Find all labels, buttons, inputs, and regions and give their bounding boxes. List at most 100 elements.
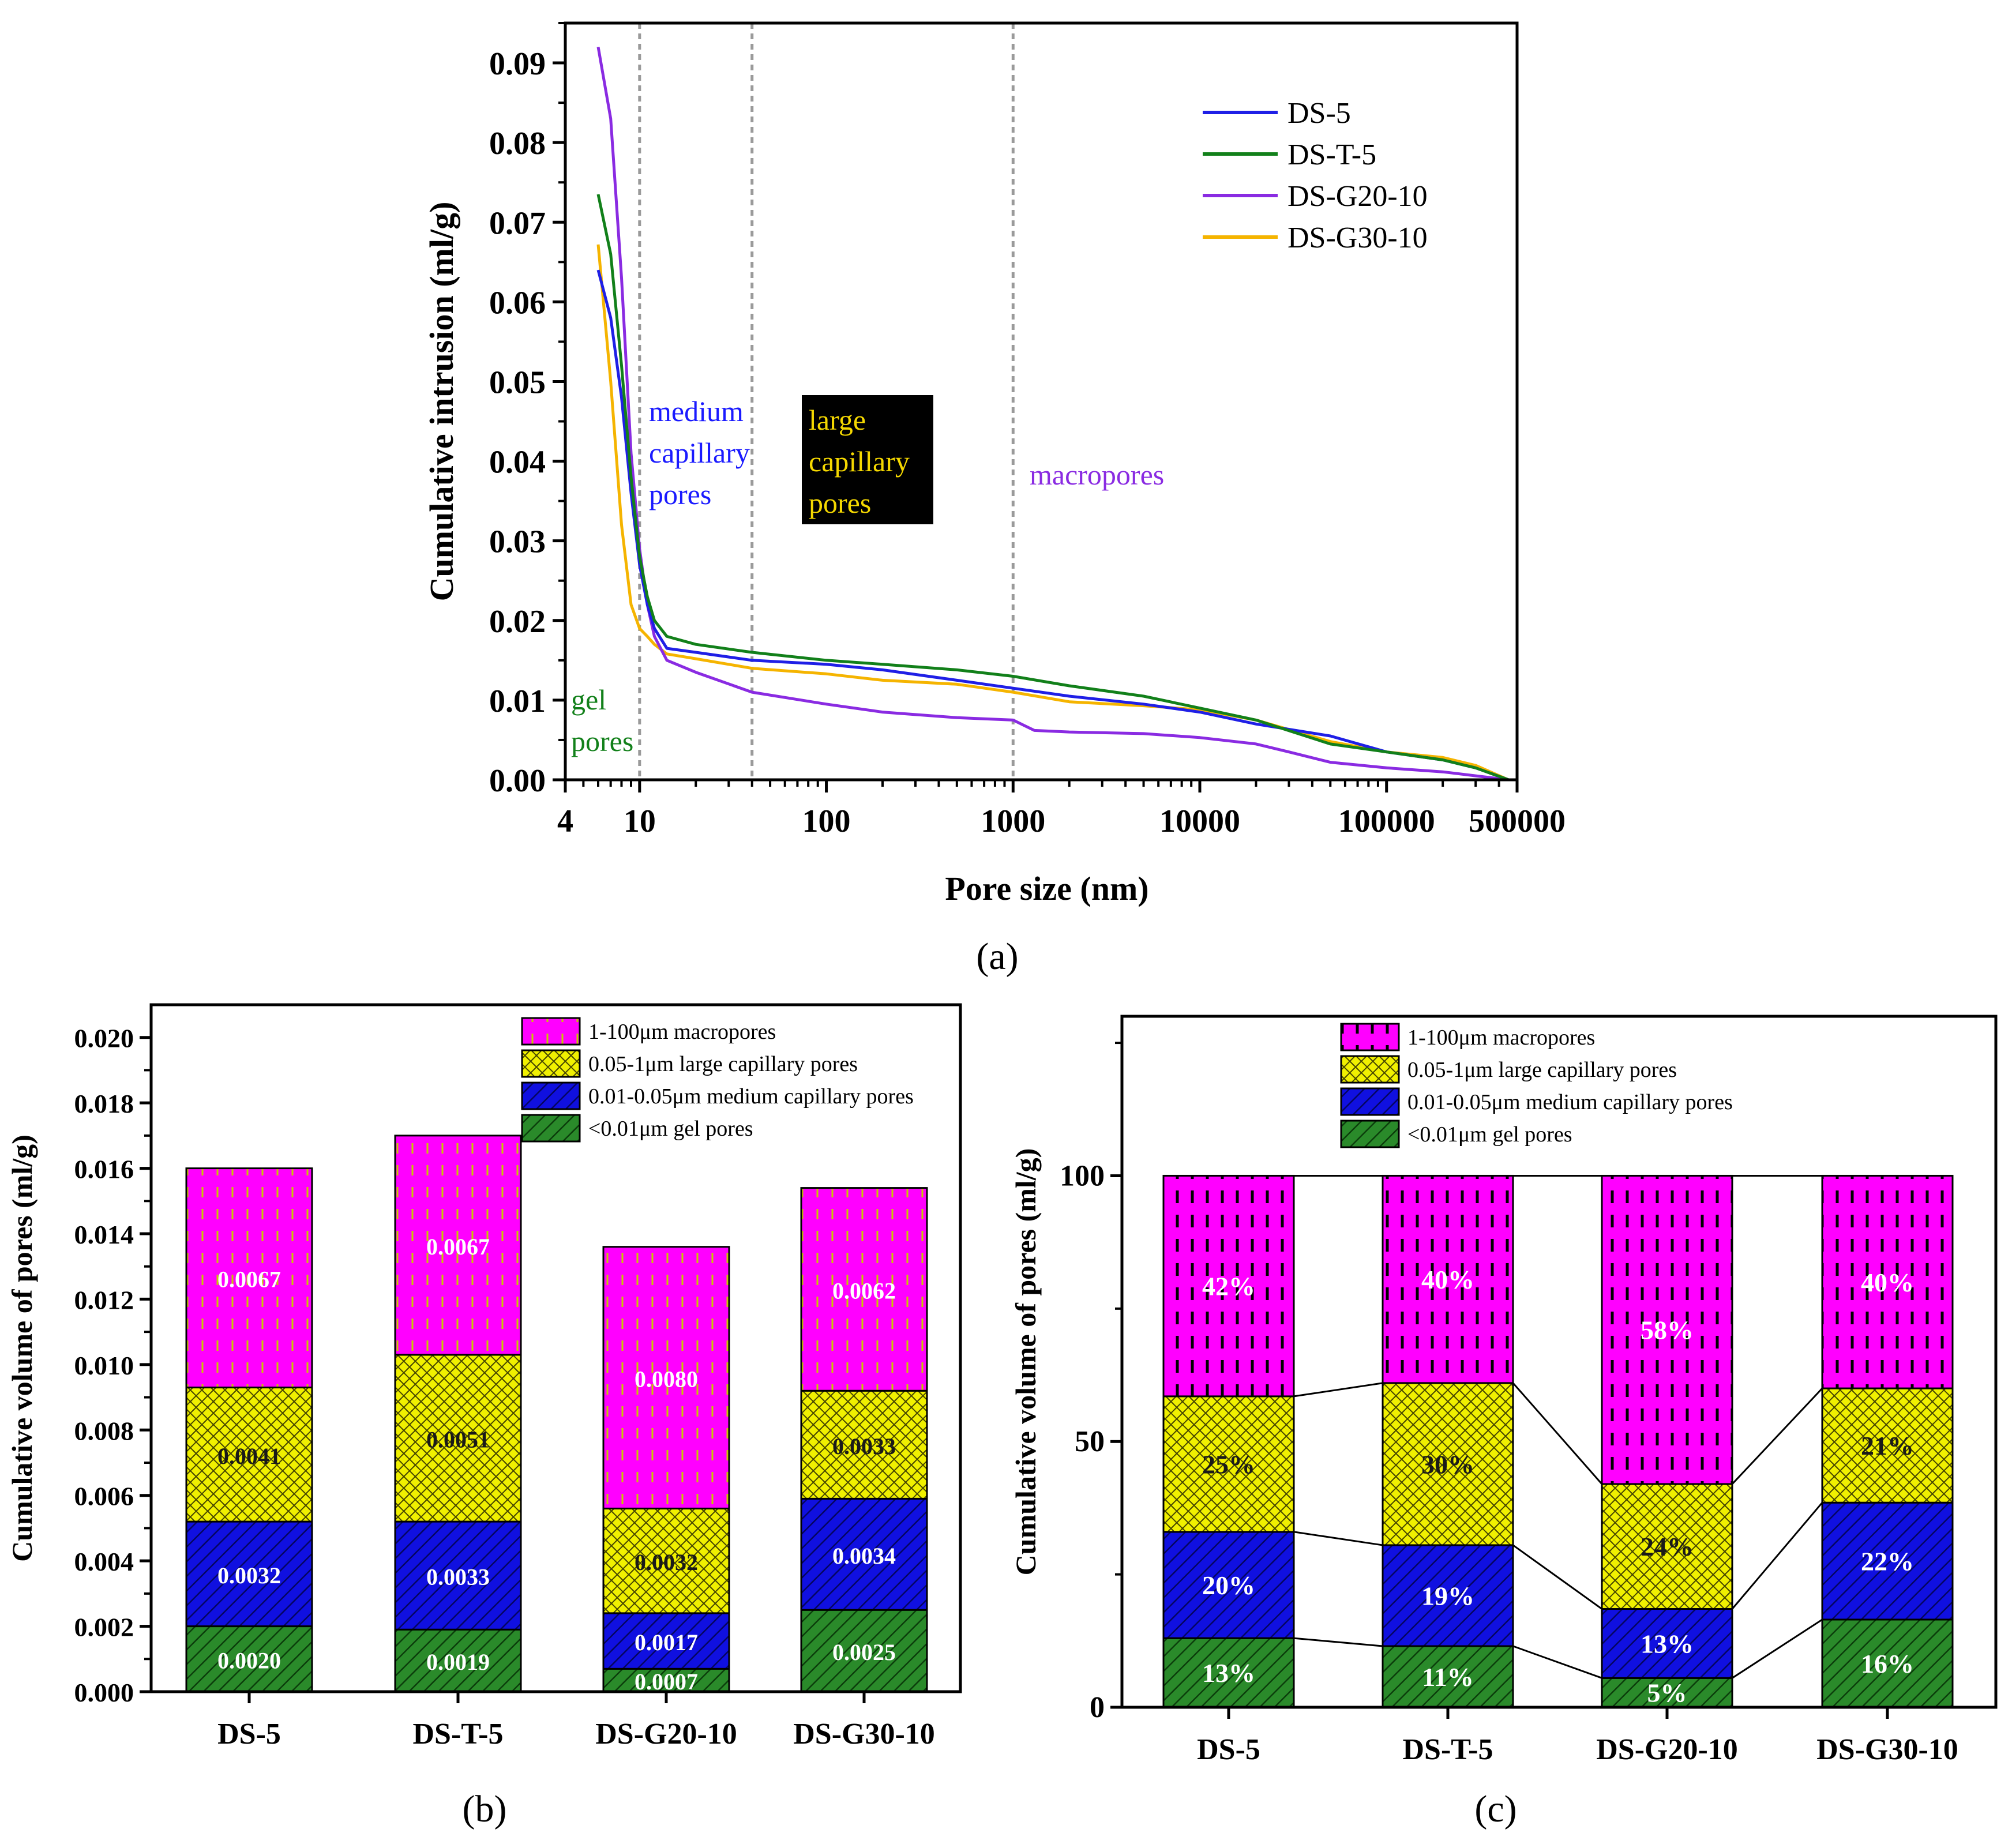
bar-segment-medium	[800, 1497, 928, 1611]
y-tick-label: 0.010	[74, 1351, 134, 1380]
intrusion-curves	[596, 46, 1510, 780]
connector-line	[1731, 1502, 1823, 1610]
bar-segment-gel	[1821, 1618, 1954, 1708]
bar-segment-medium	[394, 1520, 522, 1631]
legend-swatch-large	[521, 1049, 581, 1078]
y-tick-label: 0	[1090, 1691, 1105, 1724]
data-label-gel: 13%	[1202, 1658, 1255, 1688]
y-tick-label: 0.02	[489, 604, 546, 640]
legend-label: <0.01μm gel pores	[588, 1117, 753, 1141]
data-label-macro: 0.0080	[635, 1366, 698, 1392]
legend-label: 0.01-0.05μm medium capillary pores	[588, 1084, 914, 1109]
legend-swatch-medium	[521, 1081, 581, 1110]
y-tick-label: 0.04	[489, 445, 546, 480]
region-label-large-box	[802, 395, 933, 524]
bar-segment-macro	[1162, 1174, 1295, 1398]
y-axis-label: Cumulative intrusion (ml/g)	[423, 202, 460, 602]
data-label-large: 25%	[1202, 1449, 1255, 1479]
bar-segment-macro	[1382, 1174, 1514, 1384]
axis-ticks: 0 50 100 DS-5 DS-T-5 DS-G20-10 DS-G30-10	[1060, 1042, 1958, 1766]
data-label-medium: 22%	[1861, 1547, 1914, 1576]
data-label-large: 0.0032	[635, 1549, 698, 1575]
y-tick-label: 0.03	[489, 524, 546, 560]
bar-segment-medium	[185, 1520, 313, 1628]
data-label-medium: 0.0032	[217, 1562, 281, 1588]
bar-segment-gel	[185, 1625, 313, 1693]
bar-segment-large	[1382, 1382, 1514, 1546]
panel-label-a: (a)	[976, 936, 1018, 978]
y-tick-label: 0.014	[74, 1220, 134, 1249]
connector-line	[1512, 1544, 1602, 1610]
legend-label: DS-G20-10	[1287, 180, 1428, 213]
region-label-medium: pores	[649, 478, 711, 510]
legend-label: DS-T-5	[1287, 138, 1376, 171]
bar-segment-large	[185, 1387, 313, 1523]
y-axis-label: Cumulative volume of pores (ml/g)	[1009, 1148, 1042, 1576]
legend: 1-100μm macropores 0.05-1μm large capilla…	[521, 1017, 914, 1143]
region-divider-lines	[638, 23, 1015, 780]
y-axis-label: Cumulative volume of pores (ml/g)	[6, 1135, 38, 1562]
y-tick-label: 100	[1060, 1159, 1105, 1192]
data-label-medium: 0.0033	[426, 1564, 490, 1590]
x-tick-label: DS-T-5	[412, 1718, 503, 1751]
panel-label-c: (c)	[1474, 1788, 1516, 1830]
bar-segment-medium	[1162, 1531, 1295, 1639]
x-tick-label: DS-T-5	[1402, 1733, 1493, 1766]
y-tick-label: 0.016	[74, 1155, 134, 1184]
connector-line	[1293, 1382, 1383, 1398]
bar-segment-large	[1162, 1395, 1295, 1533]
x-tick-label: 500000	[1469, 803, 1566, 839]
y-tick-label: 0.00	[489, 763, 546, 799]
stacked-bars: 13% 20% 25% 42% 11% 19% 30% 40% 5% 13% 24% 58% 16% 22…	[1162, 1174, 1954, 1708]
connector-line	[1732, 1618, 1823, 1679]
legend-label: 1-100μm macropores	[588, 1020, 776, 1044]
bar-segment-large	[394, 1354, 522, 1523]
data-label-gel: 16%	[1861, 1649, 1914, 1678]
data-label-large: 0.0041	[217, 1443, 281, 1469]
region-label-medium: medium	[649, 395, 744, 427]
y-tick-label: 0.05	[489, 365, 546, 400]
legend-swatch-gel	[521, 1114, 581, 1143]
y-tick-label: 0.004	[74, 1547, 134, 1576]
data-label-macro: 40%	[1861, 1268, 1914, 1297]
bar-segment-large	[1821, 1387, 1954, 1504]
legend-label: DS-G30-10	[1287, 221, 1428, 254]
data-label-macro: 58%	[1641, 1316, 1694, 1345]
axis-ticks: 0.000 0.002 0.004 0.006 0.008 0.010 0.012 0.014…	[74, 1024, 935, 1751]
legend: 1-100μm macropores 0.05-1μm large capilla…	[1340, 1023, 1733, 1148]
bar-segment-gel	[1162, 1637, 1295, 1708]
y-tick-label: 0.012	[74, 1285, 134, 1314]
legend-swatch-medium	[1340, 1087, 1400, 1116]
connector-line	[1293, 1637, 1383, 1647]
x-tick-label: 100000	[1338, 803, 1435, 839]
connector-line	[1293, 1531, 1383, 1546]
plot-frame	[149, 1003, 962, 1693]
data-label-gel: 0.0019	[426, 1649, 490, 1675]
data-label-large: 0.0033	[832, 1433, 896, 1459]
connector-line	[1512, 1645, 1602, 1679]
connector-line	[1512, 1382, 1603, 1485]
data-label-macro: 0.0062	[832, 1278, 896, 1304]
legend-label: <0.01μm gel pores	[1407, 1122, 1572, 1147]
y-tick-label: 0.01	[489, 683, 546, 719]
panel-c-percentage-stacked-bar-chart: 13% 20% 25% 42% 11% 19% 30% 40% 5% 13% 24% 58% 16% 22…	[1009, 1015, 1998, 1830]
x-tick-label: DS-G20-10	[595, 1718, 737, 1751]
y-tick-label: 0.06	[489, 285, 546, 321]
bar-segment-large	[602, 1507, 730, 1614]
y-tick-label: 0.006	[74, 1482, 134, 1511]
y-tick-label: 0.07	[489, 205, 546, 241]
axis-ticks: 0.00 0.01 0.02 0.03 0.04 0.05 0.06 0.07 0.08 0.09…	[489, 22, 1566, 839]
x-tick-label: DS-G30-10	[1816, 1733, 1958, 1766]
bar-segment-macro	[1821, 1174, 1954, 1389]
y-tick-label: 0.000	[74, 1678, 134, 1707]
x-tick-label: DS-5	[217, 1718, 281, 1751]
bar-segment-gel	[1382, 1645, 1514, 1708]
plot-frame	[564, 21, 1519, 782]
data-label-large: 0.0051	[426, 1426, 490, 1452]
y-tick-label: 0.020	[74, 1024, 134, 1053]
data-label-gel: 0.0020	[217, 1647, 281, 1673]
region-label-gel: gel	[571, 683, 606, 716]
region-label-large: large	[809, 404, 866, 436]
x-axis-label: Pore size (nm)	[945, 870, 1148, 907]
